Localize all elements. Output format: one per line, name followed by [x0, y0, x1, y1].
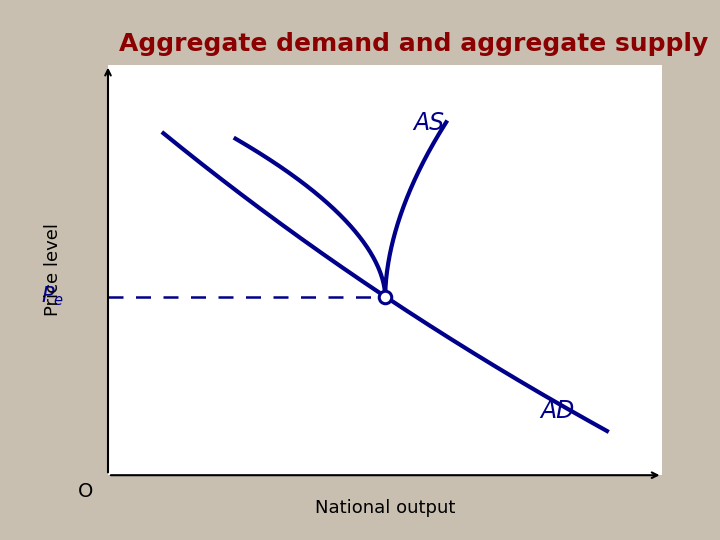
- Text: Aggregate demand and aggregate supply: Aggregate demand and aggregate supply: [119, 32, 708, 56]
- Text: O: O: [78, 482, 94, 501]
- Text: AD: AD: [541, 399, 575, 423]
- Text: $P_e$: $P_e$: [41, 285, 63, 308]
- Text: Price level: Price level: [44, 224, 62, 316]
- Text: National output: National output: [315, 499, 455, 517]
- Text: AS: AS: [413, 111, 444, 136]
